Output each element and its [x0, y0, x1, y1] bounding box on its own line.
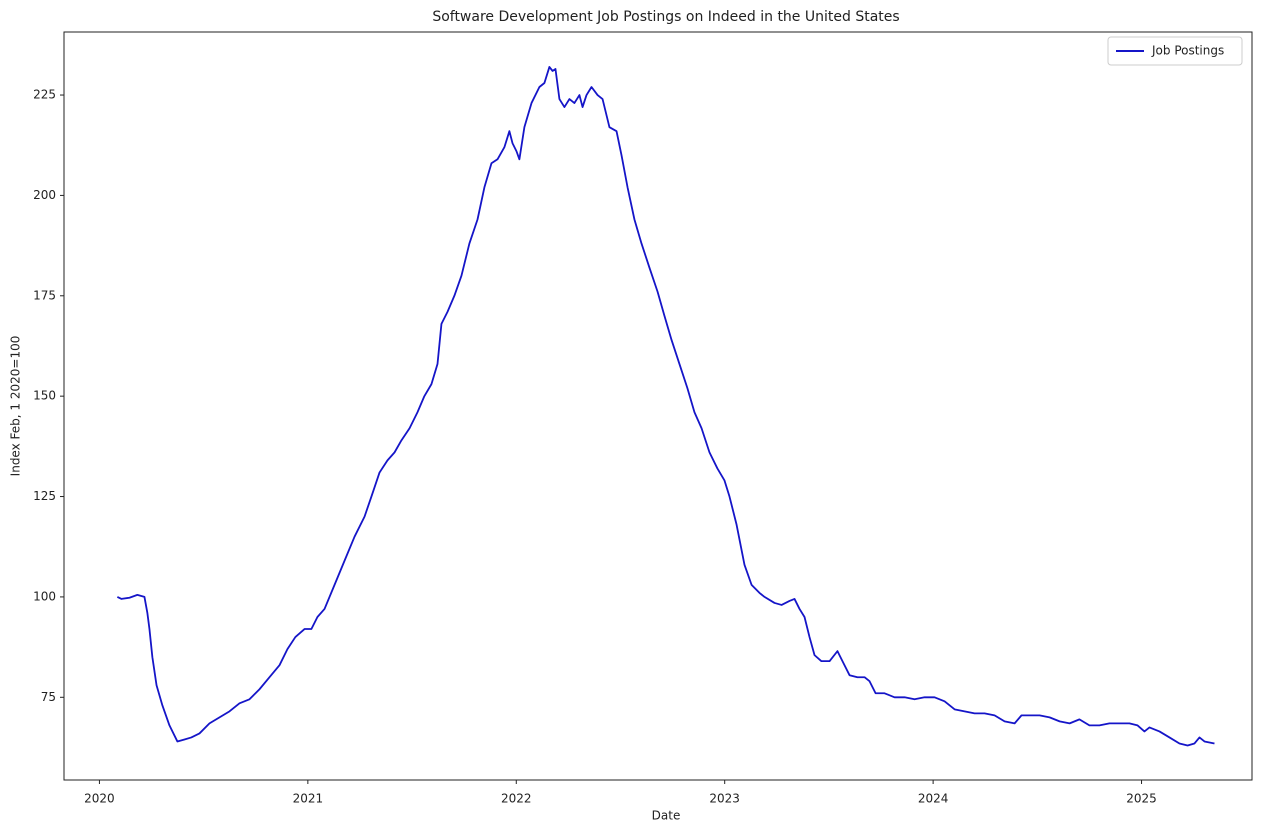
y-tick-label: 125 [33, 489, 56, 503]
y-tick-label: 100 [33, 589, 56, 603]
plot-frame [63, 31, 1253, 781]
chart-title: Software Development Job Postings on Ind… [432, 9, 899, 25]
x-axis-label: Date [652, 809, 681, 823]
legend-box [1107, 36, 1243, 66]
y-tick-label: 225 [33, 88, 56, 102]
x-tick-label: 2022 [501, 792, 532, 806]
legend-label: Job Postings [1151, 44, 1224, 58]
y-tick-label: 75 [41, 690, 56, 704]
y-tick-label: 175 [33, 288, 56, 302]
x-tick-label: 2025 [1126, 792, 1157, 806]
x-tick-label: 2024 [918, 792, 949, 806]
x-tick-label: 2021 [293, 792, 324, 806]
x-tick-label: 2020 [84, 792, 115, 806]
y-tick-label: 150 [33, 389, 56, 403]
y-tick-label: 200 [33, 188, 56, 202]
x-tick-label: 2023 [709, 792, 740, 806]
data-line [116, 66, 1215, 747]
y-axis-label: Index Feb, 1 2020=100 [9, 336, 23, 477]
